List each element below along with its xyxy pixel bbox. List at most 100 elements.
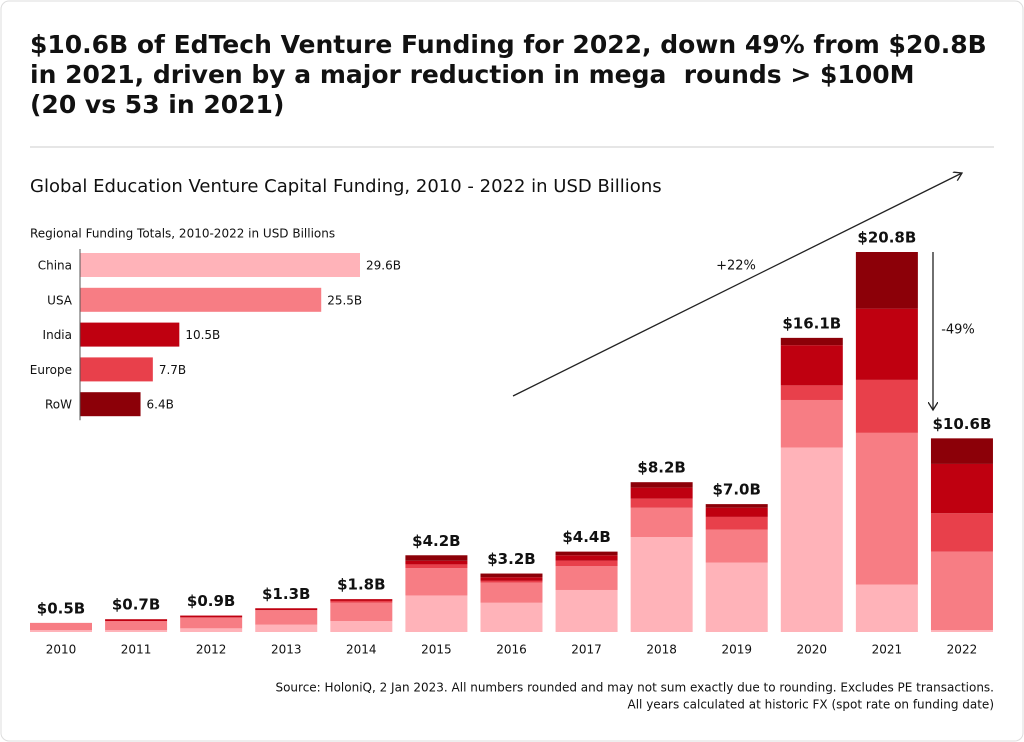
total-label: $1.3B (262, 585, 310, 603)
x-tick-label: 2015 (421, 643, 452, 657)
x-tick-label: 2013 (271, 643, 302, 657)
bar-segment (780, 447, 843, 632)
x-tick-label: 2011 (121, 643, 152, 657)
trend-arrow (512, 173, 962, 397)
bar-segment (930, 551, 993, 631)
annotation: +22% (716, 259, 756, 274)
inset-title: Regional Funding Totals, 2010-2022 in US… (30, 227, 335, 241)
x-tick-label: 2022 (947, 643, 978, 657)
bar-segment (855, 584, 918, 632)
bar-segment (555, 589, 618, 632)
bar-segment (30, 630, 92, 632)
value-label: 29.6B (366, 259, 401, 273)
total-label: $16.1B (782, 314, 841, 332)
bar-segment (330, 599, 393, 601)
bar-segment (705, 562, 768, 632)
page-title: in 2021, driven by a major reduction in … (30, 60, 915, 89)
bar-segment (855, 379, 918, 433)
annotation: -49% (941, 323, 975, 338)
bar-segment (255, 608, 318, 611)
bar-segment (930, 438, 993, 464)
bar-segment (705, 516, 768, 530)
bar-segment (630, 498, 693, 508)
bar-segment (255, 610, 318, 625)
bar-segment (180, 617, 243, 629)
bar-segment (480, 577, 543, 581)
bar-segment (330, 602, 393, 622)
bar-segment (630, 482, 693, 488)
chart-title: Global Education Venture Capital Funding… (30, 176, 662, 197)
bar-segment (780, 399, 843, 448)
x-tick-label: 2018 (646, 643, 677, 657)
bar-segment (405, 595, 468, 632)
bar-segment (105, 619, 168, 622)
bar-segment (705, 504, 768, 508)
bar (80, 392, 141, 417)
category-label: India (43, 328, 72, 342)
bar-segment (405, 568, 468, 596)
total-label: $8.2B (637, 459, 685, 477)
page-title: $10.6B of EdTech Venture Funding for 202… (30, 30, 987, 59)
total-label: $10.6B (933, 415, 992, 433)
bar-segment (405, 564, 468, 569)
x-tick-label: 2019 (721, 643, 752, 657)
bar-segment (930, 513, 993, 552)
x-tick-label: 2012 (196, 643, 227, 657)
x-tick-label: 2021 (872, 643, 903, 657)
bar-segment (480, 573, 543, 578)
source: All years calculated at historic FX (spo… (628, 698, 994, 712)
bar (80, 322, 180, 347)
x-tick-label: 2017 (571, 643, 602, 657)
total-label: $4.2B (412, 532, 460, 550)
total-label: $0.5B (37, 599, 85, 617)
x-tick-label: 2014 (346, 643, 377, 657)
bar-segment (555, 555, 618, 561)
bar-segment (930, 630, 993, 632)
bar-segment (630, 537, 693, 632)
value-label: 10.5B (185, 328, 220, 342)
bar-segment (30, 622, 92, 631)
bar-segment (855, 252, 918, 309)
bar-segment (555, 566, 618, 590)
total-label: $1.8B (337, 576, 385, 594)
bar-segment (180, 628, 243, 632)
bar-segment (855, 308, 918, 380)
bar-segment (930, 463, 993, 514)
bar (80, 357, 153, 382)
bar-segment (780, 345, 843, 386)
bar-segment (480, 602, 543, 632)
bar-segment (105, 621, 168, 631)
total-label: $7.0B (712, 481, 760, 499)
bar-segment (630, 507, 693, 537)
bar-segment (855, 432, 918, 585)
bar-segment (555, 551, 618, 556)
value-label: 25.5B (327, 293, 362, 307)
bar-segment (405, 555, 468, 561)
bar-segment (705, 529, 768, 563)
bar (80, 287, 322, 312)
bar-segment (480, 582, 543, 603)
value-label: 7.7B (159, 363, 186, 377)
total-label: $4.4B (562, 528, 610, 546)
value-label: 6.4B (147, 398, 174, 412)
bar-segment (105, 630, 168, 632)
bar-segment (330, 621, 393, 632)
x-tick-label: 2010 (46, 643, 77, 657)
page-title: (20 vs 53 in 2021) (30, 90, 284, 119)
x-tick-label: 2016 (496, 643, 527, 657)
total-label: $3.2B (487, 550, 535, 568)
bar-segment (780, 337, 843, 346)
bar-segment (630, 487, 693, 499)
category-label: Europe (30, 363, 72, 377)
total-label: $0.7B (112, 596, 160, 614)
category-label: RoW (45, 398, 72, 412)
bar-segment (705, 507, 768, 517)
x-tick-label: 2020 (797, 643, 828, 657)
total-label: $0.9B (187, 592, 235, 610)
bar-segment (555, 560, 618, 567)
bar-segment (480, 580, 543, 583)
bar (80, 253, 360, 277)
bar-segment (405, 560, 468, 565)
